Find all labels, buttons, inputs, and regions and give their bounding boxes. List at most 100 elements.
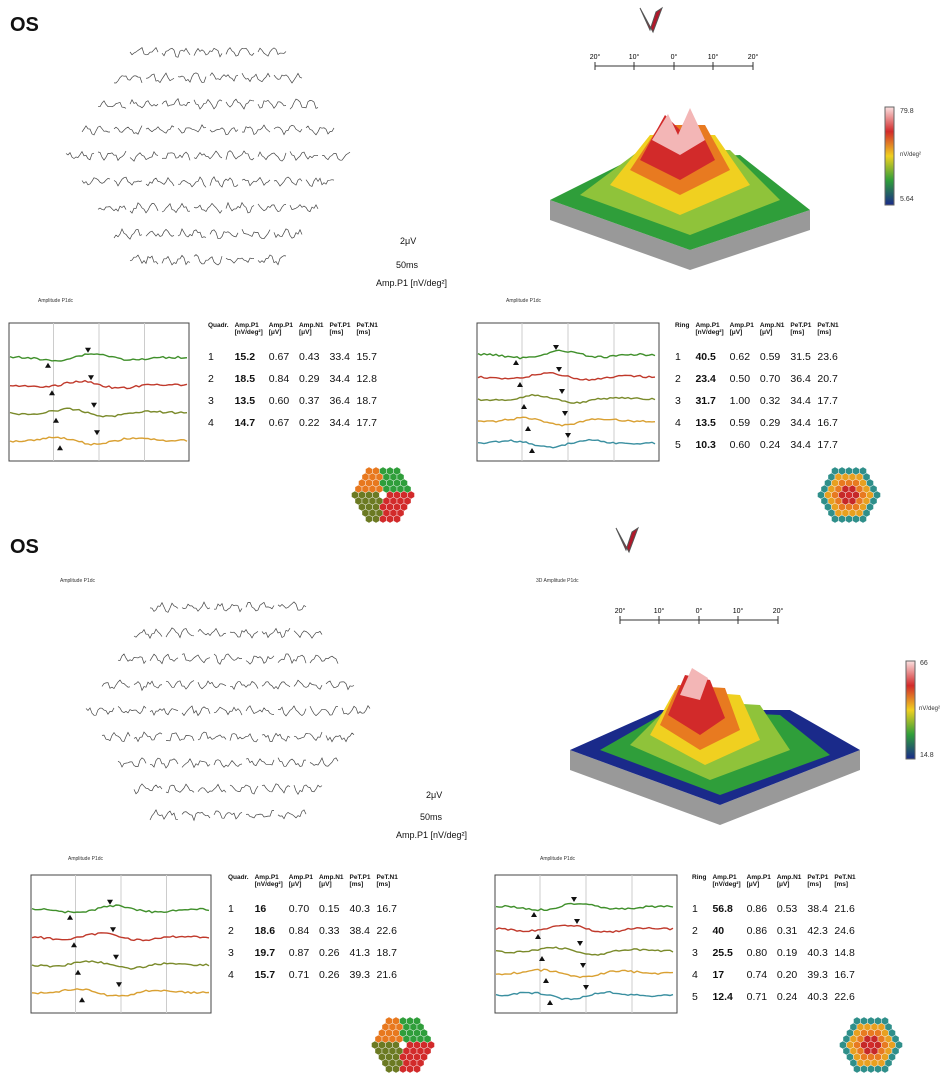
table-cell: 15.7 bbox=[356, 351, 377, 363]
waveform-trace bbox=[193, 47, 223, 58]
table-cell: 15.2 bbox=[234, 351, 256, 363]
hex-cell bbox=[407, 490, 415, 500]
scale-tick: 10° bbox=[708, 53, 719, 61]
waveform-trace bbox=[261, 627, 291, 639]
table-cell: 0.20 bbox=[776, 969, 798, 981]
table-cell: 0.60 bbox=[729, 439, 751, 451]
waveform-trace bbox=[129, 150, 159, 162]
n1-marker bbox=[45, 362, 51, 368]
waveform-trace bbox=[101, 731, 131, 742]
table-cell: 40.3 bbox=[349, 903, 370, 915]
scale-tick: 10° bbox=[629, 53, 640, 61]
waveform-trace bbox=[197, 680, 227, 690]
p1-marker bbox=[577, 941, 583, 946]
waveform-trace bbox=[273, 228, 303, 239]
waveform-trace bbox=[261, 681, 291, 690]
table-cell: 38.4 bbox=[349, 925, 370, 937]
table-cell: 56.8 bbox=[712, 903, 733, 915]
waveform-trace bbox=[209, 127, 239, 136]
n1-marker bbox=[535, 934, 541, 939]
response-trace bbox=[31, 988, 210, 997]
p1-marker bbox=[574, 919, 580, 924]
column-header: Amp.N1 [μV] bbox=[759, 322, 785, 336]
logo-icon bbox=[615, 526, 640, 554]
waveform-trace bbox=[117, 705, 147, 715]
table-cell: 0.86 bbox=[746, 925, 768, 937]
table-cell: 0.60 bbox=[268, 395, 290, 407]
ring-traces bbox=[494, 874, 678, 1014]
table-cell: 0.86 bbox=[746, 903, 768, 915]
table-cell: 0.71 bbox=[288, 969, 310, 981]
column-header: Amp.P1 [μV] bbox=[288, 874, 313, 888]
waveform-trace bbox=[149, 757, 179, 769]
response-trace bbox=[9, 353, 188, 362]
trace-field bbox=[85, 601, 371, 822]
colorbar bbox=[905, 660, 916, 760]
quad-title: Amplitude P1dc bbox=[68, 856, 104, 862]
response-trace bbox=[31, 932, 210, 942]
response-trace bbox=[477, 371, 656, 382]
table-cell: 16.7 bbox=[817, 417, 838, 429]
colorbar-unit: nV/deg² bbox=[919, 706, 941, 712]
waveform-trace bbox=[145, 228, 175, 237]
column-header: PeT.P1 [ms] bbox=[807, 874, 829, 888]
table-row: 1 16 0.70 0.15 40.3 16.7 bbox=[228, 898, 404, 920]
response-trace bbox=[495, 946, 674, 956]
hex-cell bbox=[427, 1040, 435, 1050]
n1-marker bbox=[53, 417, 59, 423]
table-cell: 14.8 bbox=[834, 947, 855, 959]
table-cell: 22.6 bbox=[834, 991, 855, 1003]
column-header: PeT.N1 [ms] bbox=[834, 874, 856, 888]
table-cell: 3 bbox=[208, 395, 214, 407]
response-trace bbox=[495, 990, 674, 1001]
column-header: Amp.P1 [nV/deg²] bbox=[712, 874, 741, 888]
quadrant-traces bbox=[30, 874, 212, 1014]
waveform-trace bbox=[113, 75, 143, 84]
waveform-trace bbox=[293, 784, 323, 796]
waveform-trace bbox=[245, 601, 275, 612]
waveform-trace bbox=[245, 810, 275, 819]
table-cell: 13.5 bbox=[234, 395, 256, 407]
waveform-trace bbox=[213, 759, 243, 768]
waveform-trace bbox=[257, 203, 287, 213]
waveform-trace bbox=[293, 630, 323, 639]
eye-label: OS bbox=[10, 14, 39, 36]
ring-table: Ring Amp.P1 [nV/deg²] Amp.P1 [μV] Amp.N1 [μ… bbox=[675, 322, 845, 456]
waveform-trace bbox=[277, 757, 306, 767]
plot3d-title: 3D Amplitude P1dc bbox=[536, 578, 579, 584]
waveform-trace bbox=[145, 72, 175, 84]
calib-label: Amp.P1 [nV/deg²] bbox=[376, 278, 448, 288]
waveform-trace bbox=[261, 783, 291, 794]
colorbar-unit: nV/deg² bbox=[900, 152, 922, 158]
waveform-trace bbox=[65, 150, 95, 161]
waveform-trace bbox=[133, 731, 163, 743]
response-trace bbox=[477, 438, 656, 449]
waveform-trace bbox=[245, 655, 275, 665]
table-cell: 12.4 bbox=[712, 991, 733, 1003]
table-row: 5 12.4 0.71 0.24 40.3 22.6 bbox=[692, 986, 862, 1008]
waveform-trace bbox=[81, 125, 110, 136]
waveform-trace bbox=[98, 100, 127, 109]
waveform-trace bbox=[101, 679, 131, 689]
table-row: 4 14.7 0.67 0.22 34.4 17.7 bbox=[208, 412, 384, 434]
ring-table: Ring Amp.P1 [nV/deg²] Amp.P1 [μV] Amp.N1 [μ… bbox=[692, 874, 862, 1008]
quadrant-traces bbox=[8, 322, 190, 462]
n1-marker bbox=[67, 914, 73, 920]
table-row: 4 17 0.74 0.20 39.3 16.7 bbox=[692, 964, 862, 986]
table-cell: 0.37 bbox=[298, 395, 320, 407]
table-cell: 40 bbox=[712, 925, 725, 937]
table-cell: 16 bbox=[254, 903, 267, 915]
n1-marker bbox=[525, 426, 531, 431]
table-cell: 18.5 bbox=[234, 373, 256, 385]
column-header: Amp.N1 [μV] bbox=[298, 322, 324, 336]
ring-hex-map bbox=[839, 1016, 903, 1074]
table-cell: 0.50 bbox=[729, 373, 751, 385]
table-cell: 16.7 bbox=[376, 903, 397, 915]
waveform-trace bbox=[113, 176, 143, 187]
waveform-trace bbox=[149, 809, 179, 821]
column-header: Amp.P1 [μV] bbox=[729, 322, 754, 336]
ring-traces bbox=[476, 322, 660, 462]
table-row: 4 13.5 0.59 0.29 34.4 16.7 bbox=[675, 412, 845, 434]
waveform-trace bbox=[229, 733, 259, 743]
table-cell: 1 bbox=[228, 903, 234, 915]
